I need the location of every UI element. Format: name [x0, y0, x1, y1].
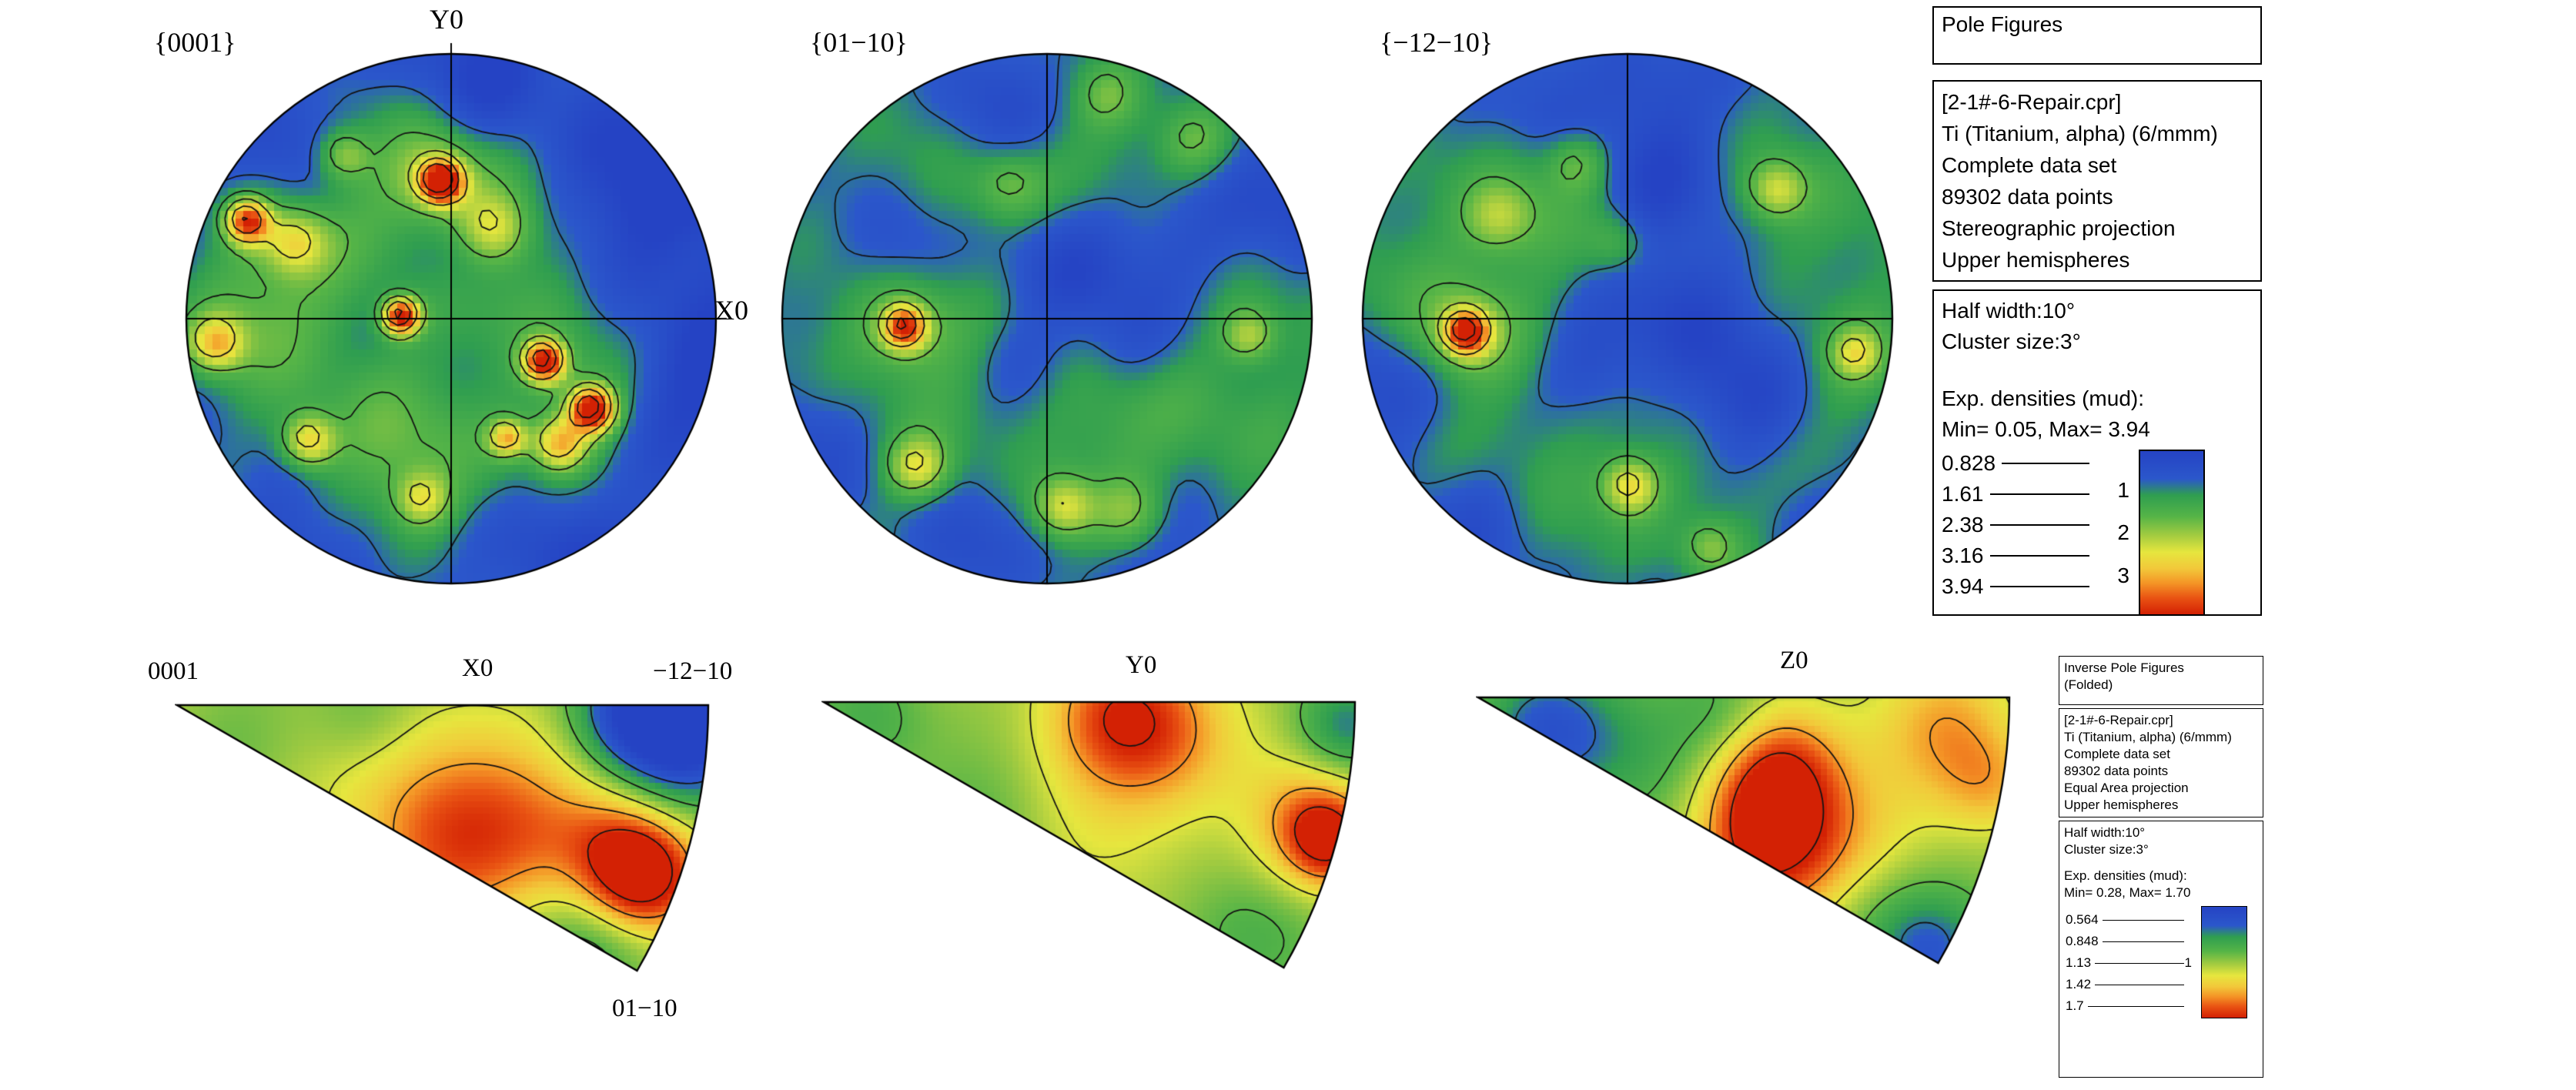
y-axis-label: Y0: [430, 4, 463, 35]
inverse-pole-figure-x0-plot: [175, 703, 714, 977]
colorbar-tick-2: 2: [2117, 520, 2129, 544]
pf-dataset-filename: [2-1#-6-Repair.cpr]: [1942, 90, 2122, 114]
ipf-dataset-phase: Ti (Titanium, alpha) (6/mmm): [2064, 730, 2232, 744]
pf-dataset-hemisphere: Upper hemispheres: [1942, 248, 2130, 272]
contour-level-dash: [2002, 463, 2089, 464]
pole-figures-title-box: Pole Figures: [1932, 6, 2262, 65]
contour-level-row: 0.828: [1942, 448, 2091, 479]
pf-dataset-box: [2-1#-6-Repair.cpr] Ti (Titanium, alpha)…: [1932, 80, 2262, 282]
pf-dataset-scope: Complete data set: [1942, 153, 2117, 177]
contour-level-value: 1.42: [2066, 977, 2092, 991]
contour-level-row: 1.61: [1942, 479, 2091, 510]
ipf-corner-1210-label: −12−10: [653, 657, 733, 685]
pole-figure-1210-plot: [1350, 42, 1905, 596]
ipf-y0-title: Y0: [1126, 651, 1157, 679]
contour-level-value: 1.61: [1942, 482, 1984, 506]
pf-contour-level-list: 0.828 1.61 2.38 3.16 3.94: [1942, 448, 2091, 602]
ipf-settings-box: Half width:10° Cluster size:3° Exp. dens…: [2059, 821, 2263, 1078]
contour-level-dash: [1989, 493, 2089, 495]
ipf-title-line2: (Folded): [2064, 677, 2113, 692]
pole-figure-0001-plot: [174, 42, 728, 596]
pf-settings-box: Half width:10° Cluster size:3° Exp. dens…: [1932, 289, 2262, 616]
pf-min-max: Min= 0.05, Max= 3.94: [1942, 417, 2150, 441]
ipf-min-max: Min= 0.28, Max= 1.70: [2064, 885, 2191, 900]
contour-level-dash: [2102, 941, 2184, 942]
contour-level-dash: [2087, 1005, 2184, 1007]
pole-figure-0110-plot: [770, 42, 1324, 596]
ipf-title-box: Inverse Pole Figures (Folded): [2059, 656, 2263, 705]
ipf-dataset-hemisphere: Upper hemispheres: [2064, 797, 2179, 812]
ipf-dataset-scope: Complete data set: [2064, 747, 2170, 761]
contour-level-dash: [2102, 919, 2184, 921]
contour-level-value: 3.16: [1942, 543, 1984, 567]
ipf-corner-0110-label: 01−10: [612, 995, 677, 1022]
contour-level-row: 1.13: [2066, 952, 2186, 974]
ipf-dataset-filename: [2-1#-6-Repair.cpr]: [2064, 713, 2173, 727]
contour-level-dash: [1989, 586, 2089, 587]
contour-level-value: 3.94: [1942, 574, 1984, 598]
contour-level-value: 2.38: [1942, 513, 1984, 537]
contour-level-dash: [1989, 524, 2089, 526]
inverse-pole-figure-y0-plot: [821, 700, 1360, 974]
colorbar-tick-1: 1: [2117, 478, 2129, 502]
pole-figures-title: Pole Figures: [1942, 12, 2063, 36]
pole-figures-info-panel: Pole Figures [2-1#-6-Repair.cpr] Ti (Tit…: [1932, 6, 2262, 616]
ipf-cluster-size: Cluster size:3°: [2064, 842, 2149, 857]
ipf-densities-label: Exp. densities (mud):: [2064, 868, 2187, 883]
colorbar-tick-3: 3: [2117, 563, 2129, 587]
ipf-dataset-projection: Equal Area projection: [2064, 781, 2189, 795]
contour-level-dash: [1989, 555, 2089, 557]
ipf-half-width: Half width:10°: [2064, 825, 2146, 840]
contour-level-row: 1.42: [2066, 974, 2186, 995]
contour-level-row: 1.7: [2066, 995, 2186, 1017]
ipf-info-panel: Inverse Pole Figures (Folded) [2-1#-6-Re…: [2059, 656, 2263, 1078]
spacer: [1942, 357, 2253, 383]
pf-cluster-size: Cluster size:3°: [1942, 329, 2081, 353]
pf-half-width: Half width:10°: [1942, 299, 2076, 323]
ipf-colorbar-tick-1: 1: [2184, 955, 2192, 970]
contour-level-row: 3.16: [1942, 540, 2091, 571]
contour-level-row: 0.848: [2066, 931, 2186, 952]
inverse-pole-figure-z0-plot: [1476, 695, 2015, 969]
pf-dataset-phase: Ti (Titanium, alpha) (6/mmm): [1942, 122, 2218, 145]
contour-level-dash: [2095, 962, 2184, 964]
pf-dataset-projection: Stereographic projection: [1942, 216, 2176, 240]
ipf-x0-title: X0: [462, 654, 493, 682]
pf-dataset-points: 89302 data points: [1942, 185, 2113, 209]
contour-level-value: 0.828: [1942, 451, 1996, 475]
spacer: [2064, 858, 2258, 868]
contour-level-value: 1.13: [2066, 955, 2092, 970]
ipf-density-colorbar: [2201, 906, 2247, 1018]
contour-level-row: 0.564: [2066, 909, 2186, 931]
contour-level-value: 1.7: [2066, 998, 2084, 1013]
ipf-dataset-box: [2-1#-6-Repair.cpr] Ti (Titanium, alpha)…: [2059, 708, 2263, 818]
ipf-dataset-points: 89302 data points: [2064, 764, 2169, 778]
ipf-z0-title: Z0: [1780, 647, 1808, 674]
contour-level-value: 0.848: [2066, 934, 2099, 948]
pf-density-colorbar: [2139, 450, 2205, 616]
contour-level-value: 0.564: [2066, 912, 2099, 927]
ipf-corner-0001-label: 0001: [148, 657, 199, 685]
ipf-title-line1: Inverse Pole Figures: [2064, 660, 2184, 675]
pf-densities-label: Exp. densities (mud):: [1942, 386, 2144, 410]
contour-level-row: 3.94: [1942, 571, 2091, 602]
ipf-contour-level-list: 0.564 0.848 1.13 1.42 1.7: [2066, 909, 2186, 1017]
contour-level-row: 2.38: [1942, 510, 2091, 540]
